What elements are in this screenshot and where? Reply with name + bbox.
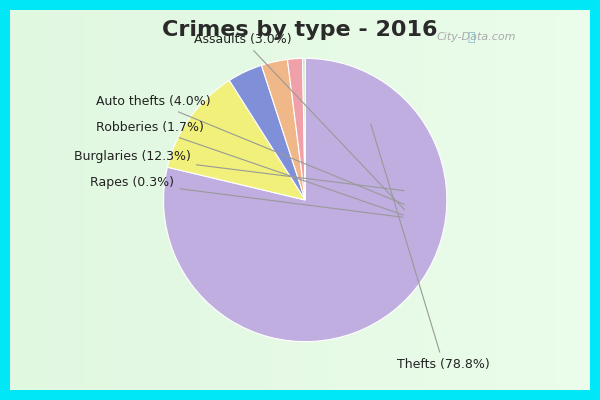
Text: Rapes (0.3%): Rapes (0.3%) <box>91 176 403 217</box>
Wedge shape <box>262 60 305 200</box>
Wedge shape <box>167 80 305 200</box>
Text: Assaults (3.0%): Assaults (3.0%) <box>194 33 404 210</box>
Text: Robberies (1.7%): Robberies (1.7%) <box>96 121 403 215</box>
Wedge shape <box>287 58 305 200</box>
Text: Auto thefts (4.0%): Auto thefts (4.0%) <box>96 95 404 204</box>
Text: Crimes by type - 2016: Crimes by type - 2016 <box>162 20 438 40</box>
Text: ⦿: ⦿ <box>467 31 475 44</box>
Wedge shape <box>164 58 447 342</box>
Text: City-Data.com: City-Data.com <box>436 32 516 42</box>
Text: Thefts (78.8%): Thefts (78.8%) <box>371 124 490 370</box>
Text: Burglaries (12.3%): Burglaries (12.3%) <box>74 150 404 191</box>
Wedge shape <box>302 58 305 200</box>
Wedge shape <box>229 65 305 200</box>
